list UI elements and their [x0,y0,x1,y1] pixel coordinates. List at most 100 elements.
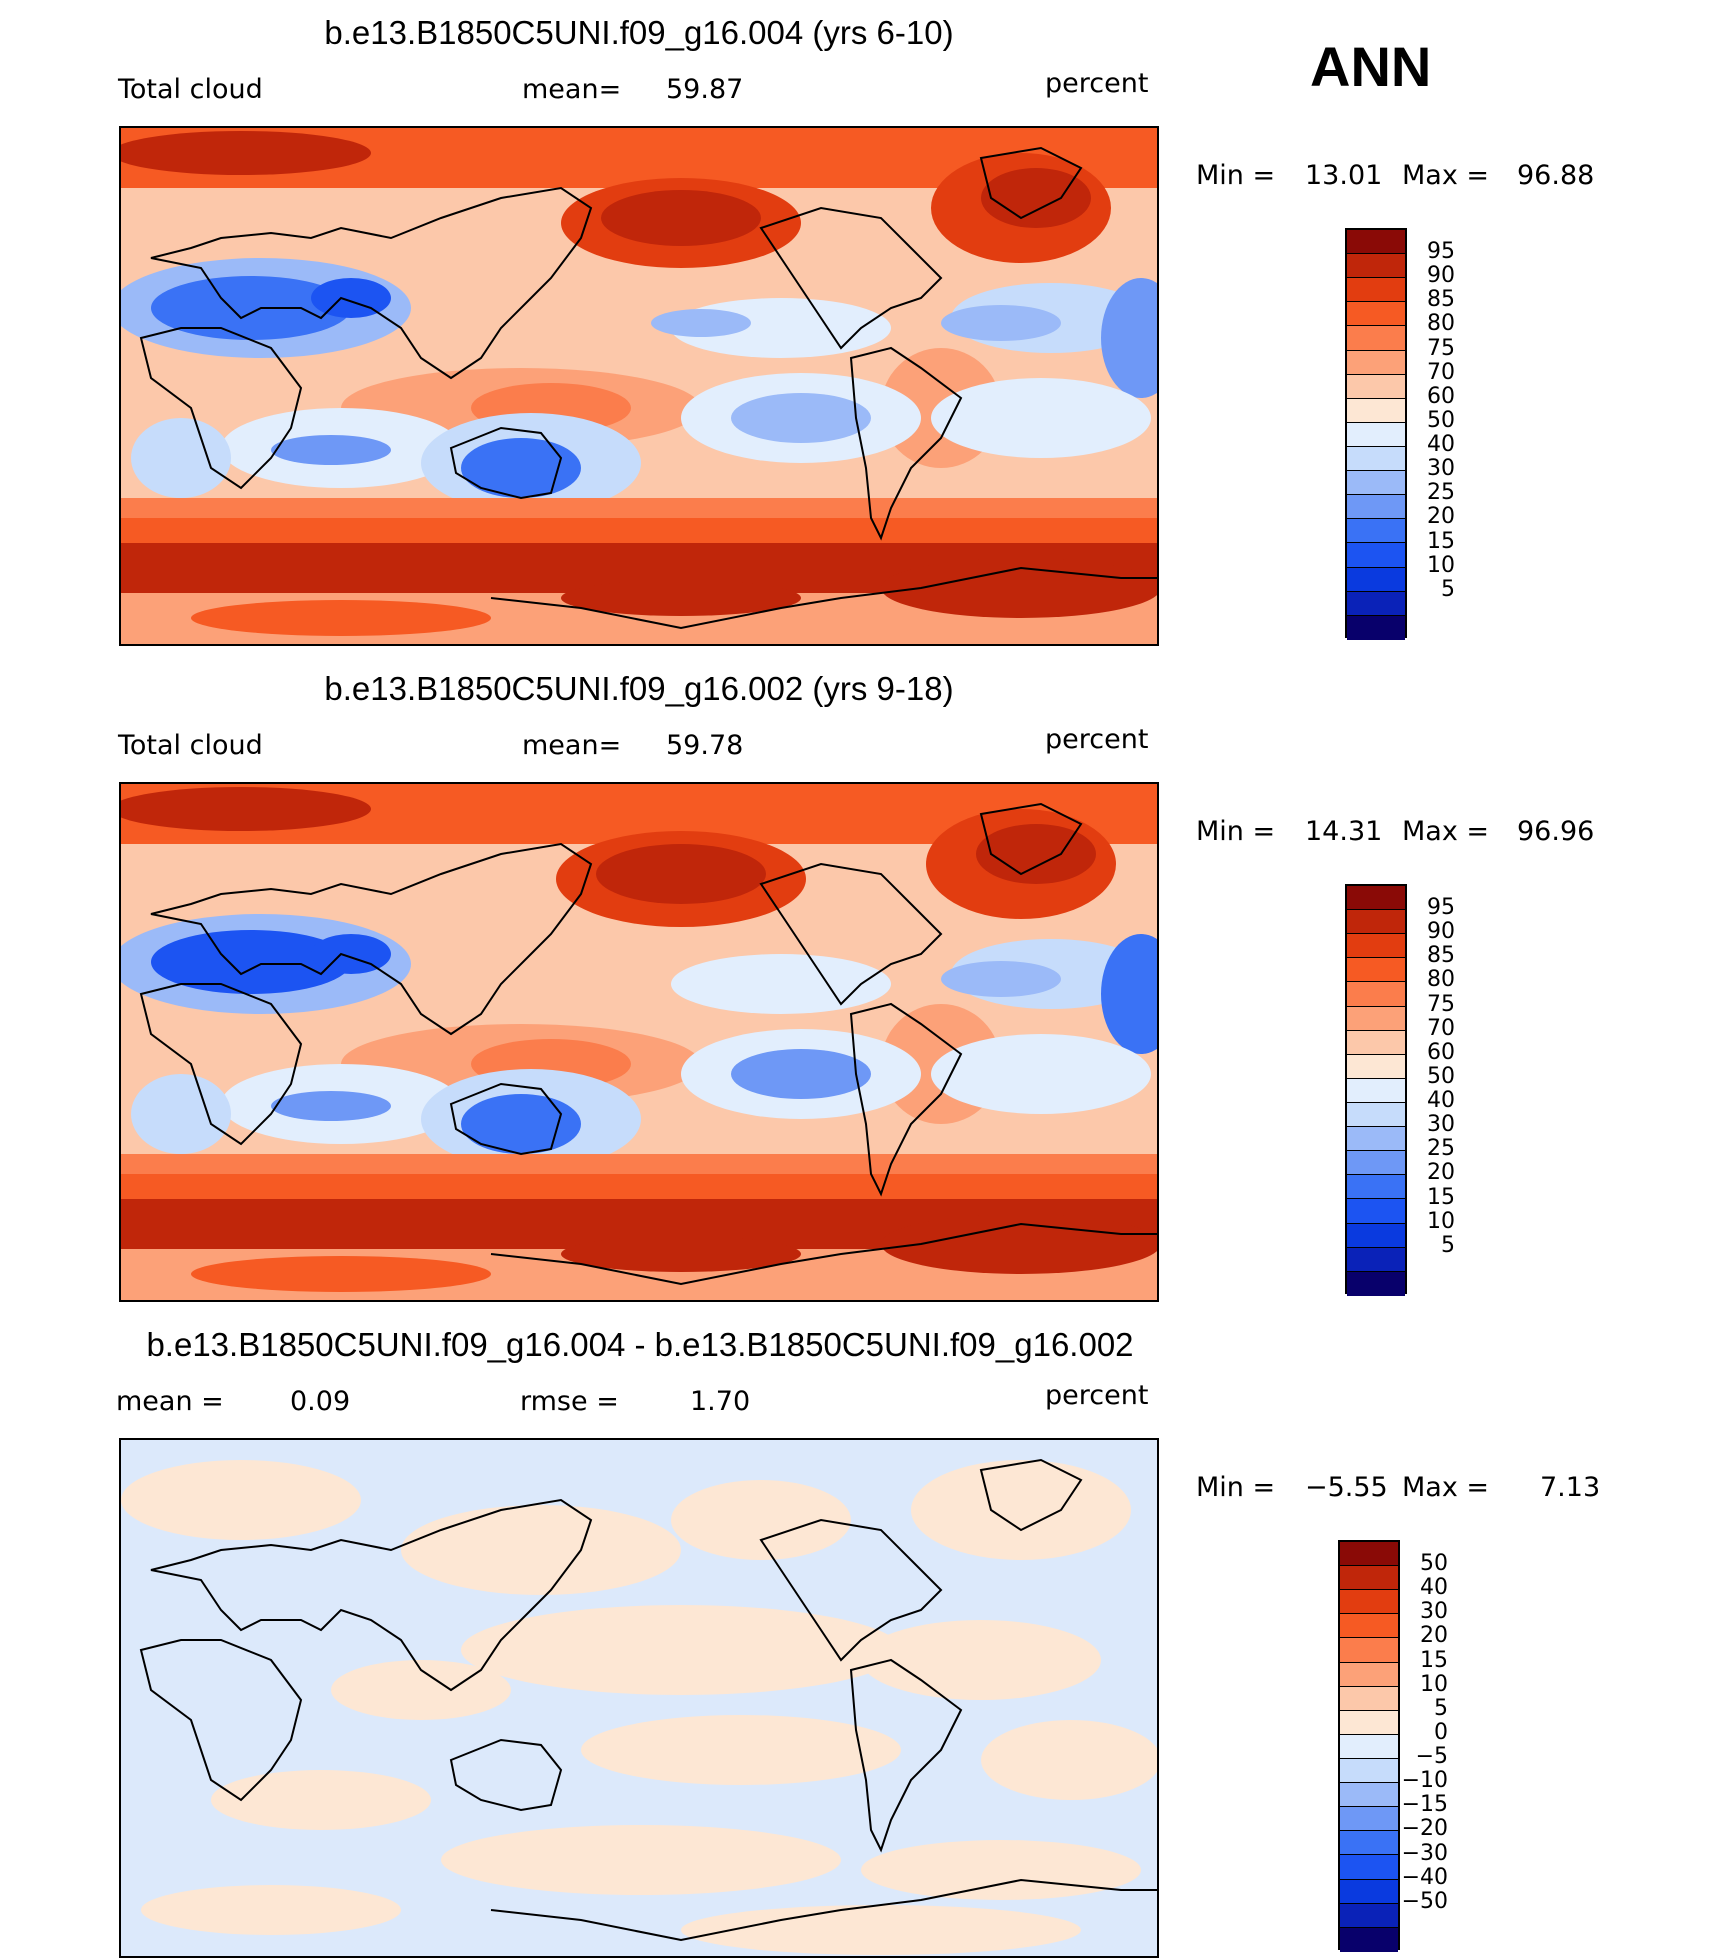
panel-3-map [119,1438,1159,1958]
panel-2-field [121,784,1157,1300]
panel-3-rmse-value: 1.70 [690,1386,751,1417]
colorbar-tick-label: 20 [1427,1160,1455,1186]
colorbar-swatch [1340,1686,1398,1711]
colorbar-tick-label: 40 [1427,1088,1455,1114]
colorbar-tick-label: 0 [1434,1719,1448,1745]
colorbar-swatch [1347,495,1405,520]
colorbar-swatch [1347,1247,1405,1272]
panel-2-title: b.e13.B1850C5UNI.f09_g16.002 (yrs 9-18) [324,670,954,707]
colorbar-swatch [1347,1006,1405,1031]
panel-3-field [121,1440,1157,1956]
panel-2-mean-value: 59.78 [666,730,744,761]
colorbar-swatch [1347,1271,1405,1296]
colorbar-tick-label: 90 [1427,919,1455,945]
colorbar-swatch [1347,958,1405,983]
colorbar-swatch [1347,302,1405,327]
colorbar-tick-label: 40 [1427,432,1455,458]
panel-3-title: b.e13.B1850C5UNI.f09_g16.004 - b.e13.B18… [146,1326,1134,1363]
colorbar-tick-label: 5 [1441,1232,1455,1258]
colorbar-swatch [1340,1879,1398,1904]
colorbar-tick-label: 80 [1427,967,1455,993]
colorbar-tick-label: −10 [1401,1768,1448,1794]
colorbar-tick-label: −40 [1401,1864,1448,1890]
colorbar-swatch [1347,374,1405,399]
colorbar-swatch [1347,350,1405,375]
colorbar-swatch [1340,1758,1398,1784]
colorbar-swatch [1340,1590,1398,1615]
colorbar-swatch [1347,422,1405,447]
colorbar-swatch [1347,1151,1405,1176]
panel-1-max-value: 96.88 [1517,160,1595,191]
panel-3-max-label: Max = [1402,1472,1490,1503]
colorbar-tick-label: 75 [1427,335,1455,361]
panel-1-max-label: Max = [1402,160,1490,191]
colorbar-swatch [1347,1054,1405,1079]
colorbar-swatch [1340,1927,1398,1952]
colorbar-swatch [1340,1903,1398,1928]
colorbar-tick-label: 50 [1420,1551,1448,1577]
colorbar-swatch [1347,471,1405,496]
colorbar-swatch [1340,1566,1398,1591]
panel-3-min-label: Min = [1196,1472,1276,1503]
colorbar-swatch [1347,446,1405,472]
colorbar-tick-label: 30 [1427,456,1455,482]
colorbar-tick-label: 30 [1427,1112,1455,1138]
panel-1-variable: Total cloud [118,74,263,105]
colorbar-swatch [1340,1710,1398,1735]
colorbar-swatch [1347,1127,1405,1152]
colorbar-swatch [1347,886,1405,911]
panel-1-mean-value: 59.87 [666,74,744,105]
colorbar-tick-label: 75 [1427,991,1455,1017]
panel-1-mean-label: mean= [522,74,622,105]
colorbar-tick-label: 50 [1427,1063,1455,1089]
colorbar-tick-label: 10 [1427,1208,1455,1234]
panel-1-map [119,126,1159,646]
colorbar-tick-label: 60 [1427,383,1455,409]
panel-1-colorbar [1345,228,1407,640]
colorbar-tick-label: 20 [1427,504,1455,530]
colorbar-tick-label: −5 [1415,1744,1448,1770]
colorbar-swatch [1347,326,1405,351]
season-label: ANN [1310,35,1432,98]
colorbar-swatch [1347,278,1405,303]
colorbar-tick-label: 95 [1427,239,1455,265]
colorbar-swatch [1347,1102,1405,1128]
colorbar-swatch [1347,1175,1405,1200]
panel-3-mean-label: mean = [116,1386,224,1417]
panel-3-min-value: −5.55 [1305,1472,1388,1503]
panel-1-min-label: Min = [1196,160,1276,191]
colorbar-swatch [1340,1807,1398,1832]
colorbar-tick-label: −50 [1401,1888,1448,1914]
colorbar-tick-label: 70 [1427,359,1455,385]
colorbar-swatch [1347,1223,1405,1248]
colorbar-tick-label: 50 [1427,407,1455,433]
colorbar-tick-label: 15 [1427,1184,1455,1210]
colorbar-tick-label: 40 [1420,1575,1448,1601]
panel-2-variable: Total cloud [118,730,263,761]
colorbar-swatch [1347,230,1405,255]
colorbar-swatch [1347,1078,1405,1103]
colorbar-tick-label: 10 [1420,1671,1448,1697]
colorbar-tick-label: 15 [1427,528,1455,554]
panel-2-max-label: Max = [1402,816,1490,847]
colorbar-tick-label: 20 [1420,1623,1448,1649]
colorbar-tick-label: 25 [1427,480,1455,506]
panel-3-rmse-label: rmse = [520,1386,619,1417]
colorbar-swatch [1340,1662,1398,1687]
colorbar-swatch [1347,1199,1405,1224]
colorbar-tick-label: 30 [1420,1599,1448,1625]
panel-3-mean-value: 0.09 [290,1386,351,1417]
colorbar-swatch [1347,567,1405,592]
panel-2-mean-label: mean= [522,730,622,761]
colorbar-swatch [1340,1783,1398,1808]
colorbar-tick-label: 60 [1427,1039,1455,1065]
colorbar-tick-label: 15 [1420,1647,1448,1673]
colorbar-swatch [1340,1831,1398,1856]
panel-2-max-value: 96.96 [1517,816,1595,847]
panel-1-field [121,128,1157,644]
colorbar-swatch [1340,1638,1398,1663]
colorbar-tick-label: 70 [1427,1015,1455,1041]
panel-2-colorbar [1345,884,1407,1296]
colorbar-tick-label: 85 [1427,943,1455,969]
colorbar-swatch [1347,591,1405,616]
